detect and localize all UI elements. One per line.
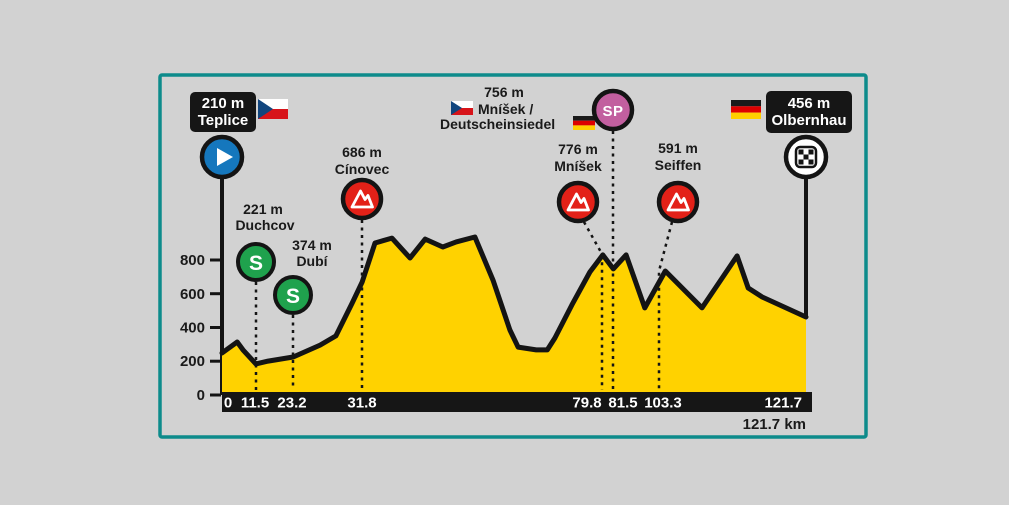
climb-marker-seiffen: 591 m Seiffen	[655, 140, 702, 224]
finish-elevation-label: 456 m	[788, 95, 831, 112]
seiffen-dashed-line	[657, 221, 674, 390]
sp-elevation-label: 756 m	[484, 84, 524, 100]
sp-badge-label: SP	[602, 103, 623, 120]
total-distance-label: 121.7 km	[743, 416, 806, 433]
cinovec-climb-circle	[340, 177, 384, 221]
finish-marker: 456 m Olbernhau	[731, 91, 852, 180]
mnisek-elevation-label: 776 m	[558, 141, 598, 157]
dubi-sprint-circle	[273, 275, 313, 315]
finish-name-label: Olbernhau	[771, 112, 846, 129]
cinovec-name-label: Cínovec	[335, 161, 390, 177]
sprint-marker-duchcov: 221 m Duchcov S	[235, 201, 295, 282]
y-tick-label-400: 400	[180, 320, 205, 337]
sp-name-line2-label: Deutscheinsiedel	[440, 116, 555, 132]
sp-name-line1-label: Mníšek /	[478, 101, 533, 117]
start-label-box	[190, 92, 256, 132]
start-name-label: Teplice	[198, 112, 249, 129]
finish-label-box	[766, 91, 852, 133]
elevation-profile	[222, 237, 806, 393]
duchcov-sprint-circle	[236, 242, 276, 282]
climb-marker-cinovec: 686 m Cínovec	[335, 144, 390, 221]
y-tick-label-0: 0	[197, 387, 205, 404]
mountain-icon	[666, 192, 690, 212]
dubi-sprint-icon: S	[286, 285, 300, 308]
sp-circle	[591, 88, 635, 132]
seiffen-climb-circle	[656, 180, 700, 224]
mountain-icon	[350, 189, 374, 209]
elevation-outline	[219, 234, 809, 367]
dubi-name-label: Dubí	[296, 253, 328, 269]
x-tick-label-0: 0	[224, 395, 232, 412]
duchcov-sprint-icon: S	[249, 252, 263, 275]
y-tick-label-200: 200	[180, 353, 205, 370]
x-axis: 0 11.5 23.2 31.8 79.8 81.5 103.3 121.7 1…	[222, 392, 812, 433]
climb-marker-mnisek: 776 m Mníšek	[554, 141, 602, 224]
duchcov-elevation-label: 221 m	[243, 201, 283, 217]
mountain-icon	[566, 192, 590, 212]
x-tick-label-121-7: 121.7	[764, 395, 802, 412]
czech-flag-icon	[258, 99, 288, 119]
x-tick-label-81-5: 81.5	[608, 395, 637, 412]
german-flag-icon	[731, 100, 761, 119]
y-axis: 800 600 400 200 0	[180, 178, 224, 404]
border-sp-marker: 756 m Mníšek / Deutscheinsiedel SP	[440, 84, 635, 132]
y-axis-ticks	[210, 258, 221, 397]
dubi-elevation-label: 374 m	[292, 237, 332, 253]
sprint-marker-dubi: 374 m Dubí S	[273, 237, 332, 315]
checkered-flag-icon	[794, 145, 818, 169]
duchcov-name-label: Duchcov	[235, 217, 294, 233]
x-tick-label-31-8: 31.8	[347, 395, 376, 412]
x-tick-label-11-5: 11.5	[241, 395, 269, 412]
y-tick-label-600: 600	[180, 286, 205, 303]
distance-bar	[222, 392, 812, 412]
mnisek-name-label: Mníšek	[554, 158, 602, 174]
x-tick-label-103-3: 103.3	[644, 395, 682, 412]
seiffen-name-label: Seiffen	[655, 157, 702, 173]
mnisek-climb-circle	[556, 180, 600, 224]
cinovec-elevation-label: 686 m	[342, 144, 382, 160]
seiffen-elevation-label: 591 m	[658, 140, 698, 156]
y-tick-label-800: 800	[180, 252, 205, 269]
start-elevation-label: 210 m	[202, 95, 245, 112]
x-tick-label-23-2: 23.2	[277, 395, 306, 412]
x-tick-label-79-8: 79.8	[572, 395, 601, 412]
play-icon	[217, 148, 233, 166]
elevation-area	[222, 237, 806, 393]
marker-connector-lines	[254, 131, 674, 390]
start-marker: 210 m Teplice	[190, 92, 808, 317]
german-flag-small-icon	[573, 116, 595, 130]
czech-flag-small-icon	[451, 101, 473, 115]
